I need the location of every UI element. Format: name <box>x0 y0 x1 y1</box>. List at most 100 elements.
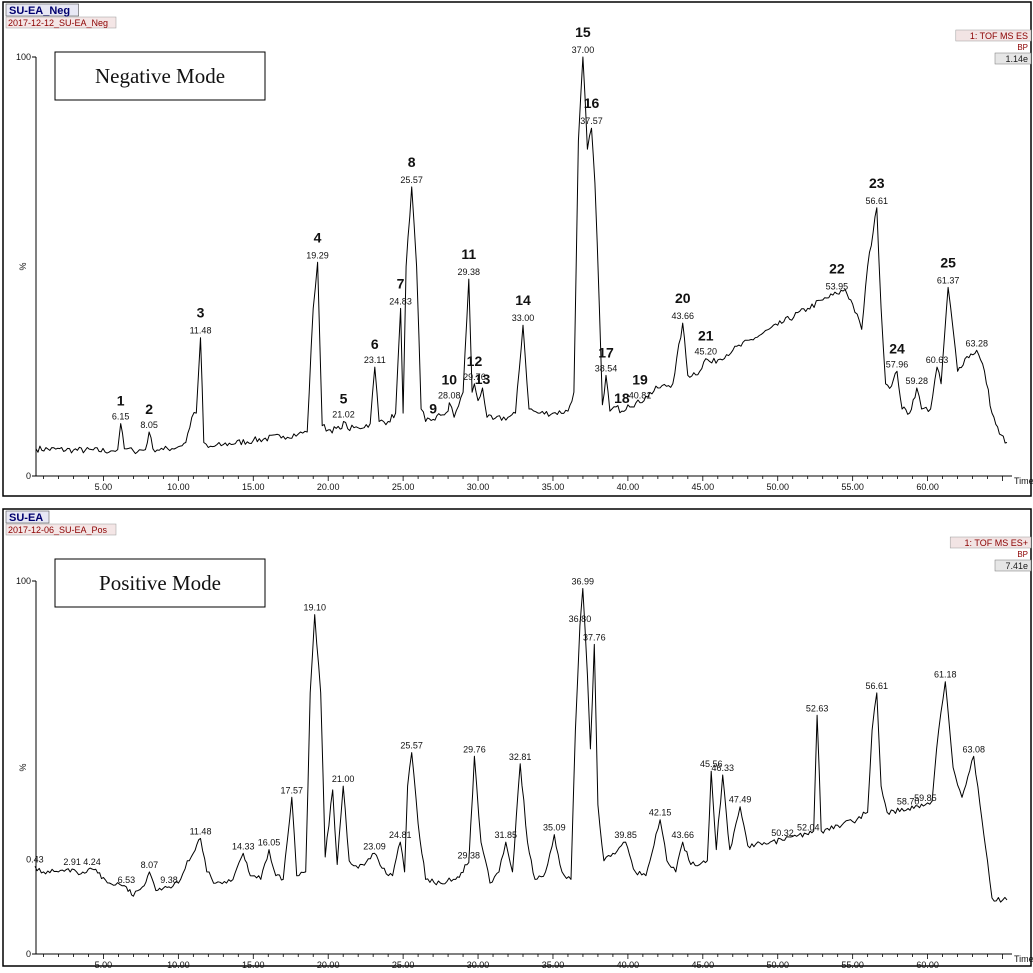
peak-retention-time: 29.76 <box>463 372 486 382</box>
peak-retention-time: 45.56 <box>700 759 723 769</box>
peak-retention-time: 61.18 <box>934 670 957 680</box>
peak-retention-time: 31.85 <box>495 830 518 840</box>
peak-retention-time: 19.10 <box>303 603 326 613</box>
x-tick-label: 25.00 <box>392 960 415 968</box>
peak-retention-time: 37.00 <box>572 45 595 55</box>
peak-retention-time: 46.33 <box>711 763 734 773</box>
peak-retention-time: 52.04 <box>797 823 820 833</box>
x-tick-label: 35.00 <box>542 482 565 492</box>
peak-retention-time: 50.32 <box>771 828 794 838</box>
x-tick-label: 10.00 <box>167 960 190 968</box>
peak-retention-time: 52.63 <box>806 703 829 713</box>
peak-retention-time: 28.08 <box>438 391 461 401</box>
peak-retention-time: 42.15 <box>649 808 672 818</box>
peak-retention-time: 32.81 <box>509 752 532 762</box>
sample-id: SU-EA_Neg <box>9 5 70 17</box>
peak-retention-time: 59.85 <box>914 793 937 803</box>
peak-retention-time: 25.57 <box>400 175 423 185</box>
peak-retention-time: 6.53 <box>118 875 136 885</box>
peak-number: 3 <box>197 305 205 321</box>
sample-id-box <box>5 510 50 524</box>
peak-number: 16 <box>584 95 600 111</box>
chromatogram-trace <box>35 56 1008 455</box>
peak-number: 14 <box>515 292 531 308</box>
peak-retention-time: 23.09 <box>363 841 386 851</box>
peak-retention-time: 61.37 <box>937 275 960 285</box>
peak-retention-time: 36.99 <box>572 576 595 586</box>
x-tick-label: 40.00 <box>617 960 640 968</box>
detector-box <box>949 536 1032 549</box>
peak-retention-time: 57.96 <box>886 359 909 369</box>
peak-retention-time: 17.57 <box>281 785 304 795</box>
peak-retention-time: 14.33 <box>232 841 255 851</box>
peak-number: 7 <box>397 275 405 291</box>
peak-number: 22 <box>829 261 845 277</box>
peak-retention-time: 35.09 <box>543 823 566 833</box>
peak-retention-time: 60.63 <box>926 355 949 365</box>
x-tick-label: 25.00 <box>392 482 415 492</box>
peak-number: 19 <box>632 372 648 388</box>
peak-retention-time: 29.38 <box>457 267 480 277</box>
intensity-scale: 7.41e <box>1005 561 1028 571</box>
detector-box <box>955 29 1032 42</box>
y-max-label: 100 <box>16 576 31 586</box>
x-tick-label: 5.00 <box>95 482 113 492</box>
x-tick-label: 40.00 <box>617 482 640 492</box>
peak-retention-time: 4.24 <box>83 857 101 867</box>
peak-number: 1 <box>117 393 125 409</box>
peak-number: 17 <box>598 344 614 360</box>
x-tick-label: 15.00 <box>242 482 265 492</box>
peak-retention-time: 8.05 <box>140 420 158 430</box>
peak-number: 5 <box>340 391 348 407</box>
peak-retention-time: 47.49 <box>729 795 752 805</box>
peak-retention-time: 56.61 <box>866 196 889 206</box>
peak-retention-time: 21.02 <box>332 410 355 420</box>
x-tick-label: 50.00 <box>766 960 789 968</box>
sample-file-box <box>5 16 117 29</box>
x-tick-label: 50.00 <box>766 482 789 492</box>
peak-retention-time: 59.28 <box>906 376 929 386</box>
peak-retention-time: 39.85 <box>614 830 637 840</box>
peak-retention-time: 43.66 <box>671 311 694 321</box>
peak-retention-time: 63.28 <box>965 338 988 348</box>
y-axis-label: % <box>18 763 28 771</box>
intensity-scale-box <box>994 52 1032 65</box>
chromatogram-trace <box>34 588 1008 903</box>
intensity-scale-box <box>994 559 1032 572</box>
peak-retention-time: 37.76 <box>583 632 606 642</box>
y-min-label: 0 <box>26 949 31 959</box>
peak-number: 18 <box>614 390 630 406</box>
panel-frame <box>2 1 1032 497</box>
x-tick-label: 35.00 <box>542 960 565 968</box>
detector-label: 1: TOF MS ES <box>970 31 1028 41</box>
mode-label: Negative Mode <box>95 64 225 88</box>
x-tick-label: 10.00 <box>167 482 190 492</box>
peak-retention-time: 9.38 <box>160 875 178 885</box>
peak-retention-time: 63.08 <box>962 744 985 754</box>
peak-retention-time: 38.54 <box>595 363 618 373</box>
x-tick-label: 55.00 <box>841 960 864 968</box>
x-tick-label: 60.00 <box>916 960 939 968</box>
peak-number: 12 <box>467 353 483 369</box>
peak-number: 20 <box>675 290 691 306</box>
peak-retention-time: 40.81 <box>629 391 652 401</box>
peak-retention-time: 11.48 <box>190 326 212 336</box>
x-axis-label: Time <box>1014 476 1033 486</box>
peak-retention-time: 2.91 <box>63 857 81 867</box>
peak-number: 2 <box>145 401 153 417</box>
peak-number: 21 <box>698 328 714 344</box>
peak-number: 10 <box>441 372 457 388</box>
peak-retention-time: 37.57 <box>580 116 603 126</box>
peak-number: 15 <box>575 24 591 40</box>
peak-retention-time: 25.57 <box>400 741 423 751</box>
peak-retention-time: 29.76 <box>463 744 486 754</box>
detector-label: 1: TOF MS ES+ <box>965 538 1028 548</box>
peak-number: 25 <box>940 254 956 270</box>
mode-label-box <box>54 558 266 608</box>
y-min-label: 0 <box>26 471 31 481</box>
peak-retention-time: 43.66 <box>671 830 694 840</box>
y-axis-label: % <box>18 262 28 270</box>
sample-file-box <box>5 523 117 536</box>
x-tick-label: 45.00 <box>692 960 715 968</box>
